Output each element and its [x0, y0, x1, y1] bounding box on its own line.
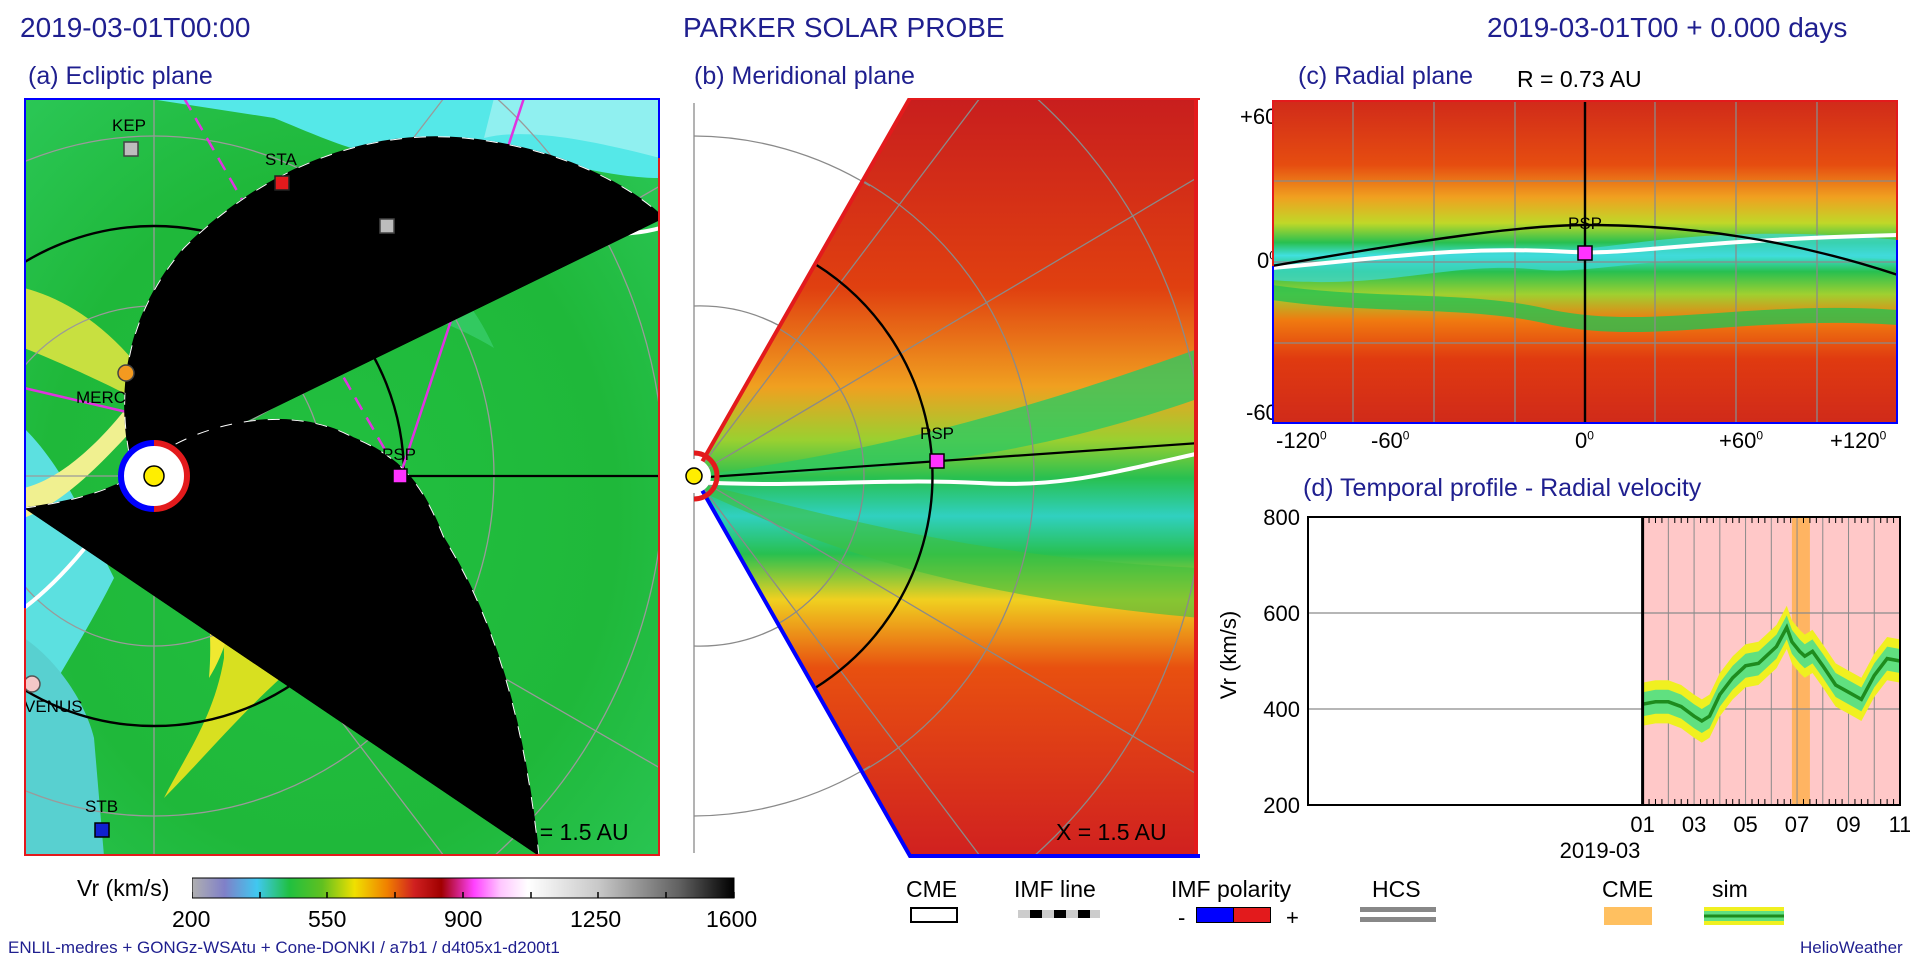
- x-tick-label: 03: [1682, 812, 1706, 837]
- label-stb: STB: [85, 797, 118, 816]
- sim-line: [1642, 623, 1901, 724]
- colorbar: [192, 877, 735, 899]
- x-tick-label: 11: [1889, 812, 1910, 837]
- c-xtick-3: 00: [1575, 428, 1594, 453]
- legend-hcs-label: HCS: [1372, 876, 1421, 902]
- label-kep: KEP: [112, 116, 146, 135]
- legend-polarity-negative: [1196, 907, 1234, 923]
- colorbar-tick-1250: 1250: [570, 906, 622, 932]
- legend-polarity-plus: +: [1286, 905, 1299, 930]
- c-xtick-1: -1200: [1276, 428, 1327, 453]
- legend-sim-swatch: [1704, 907, 1784, 925]
- panel-b-title: (b) Meridional plane: [694, 62, 915, 90]
- x-tick-label: 09: [1836, 812, 1860, 837]
- panel-a-title: (a) Ecliptic plane: [28, 62, 213, 90]
- legend-polarity-positive: [1233, 907, 1271, 923]
- c-xtick-5: +1200: [1830, 428, 1887, 453]
- d-xlabel: 2019-03: [1560, 838, 1641, 863]
- panel-b-meridional: PSP X = 1.5 AU: [680, 98, 1200, 858]
- legend-imf-line-label: IMF line: [1014, 876, 1096, 902]
- label-spi: SPI: [374, 193, 401, 212]
- legend-cme-label: CME: [906, 876, 958, 902]
- c-xtick-4: +600: [1719, 428, 1764, 453]
- y-tick-label: 600: [1263, 601, 1300, 626]
- label-venus: VENUS: [24, 697, 83, 716]
- footer-brand: HelioWeather: [1800, 938, 1903, 957]
- panel-a-scale: X = 1.5 AU: [518, 819, 629, 845]
- y-tick-label: 800: [1263, 505, 1300, 530]
- header-elapsed: 2019-03-01T00 + 0.000 days: [1487, 12, 1848, 43]
- d-ylabel: Vr (km/s): [1216, 611, 1241, 699]
- label-psp-b: PSP: [920, 424, 954, 443]
- colorbar-tick-900: 900: [444, 906, 483, 932]
- panel-a-ecliptic: KEP STA SPI MERCURY PSP VENUS STB X = 1.…: [24, 98, 660, 856]
- colorbar-tick-200: 200: [172, 906, 211, 932]
- legend-cme2-swatch: [1604, 907, 1652, 925]
- panel-c-radius: R = 0.73 AU: [1517, 66, 1642, 92]
- label-psp-a: PSP: [382, 445, 416, 464]
- panel-c-radial: PSP: [1272, 100, 1898, 424]
- legend-polarity-minus: -: [1178, 905, 1186, 930]
- colorbar-tick-1600: 1600: [706, 906, 758, 932]
- x-tick-label: 07: [1785, 812, 1809, 837]
- legend-imf-line-swatch: [1018, 910, 1100, 918]
- header-timestamp: 2019-03-01T00:00: [20, 12, 251, 43]
- panel-d-chart: Vr (km/s) 2019-03 200 400 600 800 01 03 05 07 09…: [1216, 505, 1910, 863]
- x-tick-label: 01: [1630, 812, 1654, 837]
- legend-sim-label: sim: [1712, 876, 1748, 902]
- legend-cme2-label: CME: [1602, 876, 1654, 902]
- c-xtick-2: -600: [1371, 428, 1410, 453]
- panel-b-scale: X = 1.5 AU: [1056, 819, 1167, 845]
- footer-model-info: ENLIL-medres + GONGz-WSAtu + Cone-DONKI …: [8, 938, 560, 957]
- colorbar-tick-550: 550: [308, 906, 347, 932]
- panel-d-title: (d) Temporal profile - Radial velocity: [1303, 474, 1702, 502]
- page-title: PARKER SOLAR PROBE: [683, 12, 1005, 43]
- legend-hcs-swatch-2: [1360, 917, 1436, 922]
- plot-frame: [1307, 516, 1901, 806]
- x-tick-label: 05: [1733, 812, 1757, 837]
- panel-c-title: (c) Radial plane: [1298, 62, 1474, 90]
- label-mercury: MERCURY: [76, 388, 162, 407]
- legend-imf-polarity-label: IMF polarity: [1171, 876, 1292, 902]
- y-tick-label: 200: [1263, 793, 1300, 818]
- y-tick-label: 400: [1263, 697, 1300, 722]
- label-psp-c: PSP: [1568, 214, 1602, 233]
- legend-hcs-swatch-1: [1360, 907, 1436, 912]
- colorbar-label: Vr (km/s): [77, 875, 170, 901]
- legend-cme-swatch: [910, 907, 958, 923]
- label-sta: STA: [265, 150, 297, 169]
